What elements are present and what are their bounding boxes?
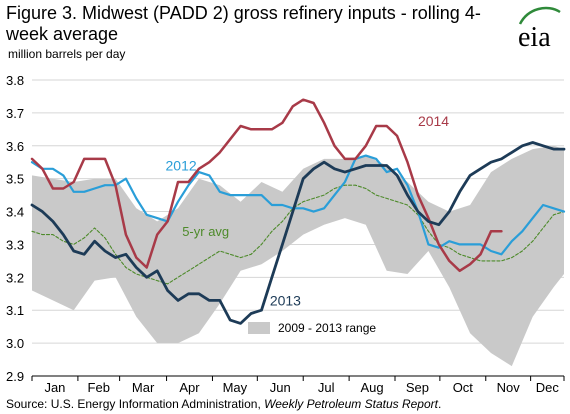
series-label-5yr-avg: 5-yr avg	[182, 224, 229, 239]
y-tick-label: 3.8	[6, 73, 24, 88]
logo-text: eia	[518, 22, 551, 53]
source-note: Source: U.S. Energy Information Administ…	[6, 397, 441, 411]
series-label-2012: 2012	[166, 157, 197, 173]
eia-logo: eia	[518, 6, 561, 53]
x-tick-label: Aug	[360, 380, 383, 395]
legend-swatch-range	[248, 322, 270, 334]
series-labels: 2014 2012 2013 5-yr avg	[166, 113, 450, 308]
x-tick-label: Jun	[270, 380, 291, 395]
range-band	[32, 145, 564, 367]
x-tick-label: Dec	[536, 380, 560, 395]
chart-subtitle: million barrels per day	[8, 47, 126, 61]
logo-arc-icon	[518, 6, 561, 25]
x-tick-label: Feb	[88, 380, 110, 395]
range-area	[32, 145, 564, 367]
legend-label-range: 2009 - 2013 range	[278, 321, 376, 335]
x-tick-label: Jul	[318, 380, 335, 395]
x-tick-label: Jan	[44, 380, 65, 395]
y-tick-label: 3.1	[6, 303, 24, 318]
series-2014-line	[30, 98, 503, 273]
y-tick-label: 3.0	[6, 336, 24, 351]
x-tick-label: May	[223, 380, 248, 395]
y-tick-label: 3.3	[6, 237, 24, 252]
x-tick-label: Nov	[497, 380, 521, 395]
series-2013-line	[30, 141, 566, 325]
y-tick-label: 3.2	[6, 270, 24, 285]
y-tick-label: 3.4	[6, 205, 24, 220]
source-publication: Weekly Petroleum Status Report	[264, 397, 438, 411]
series-2012-line	[30, 154, 566, 256]
x-tick-label: Sep	[406, 380, 429, 395]
y-tick-label: 2.9	[6, 369, 24, 384]
axes: 2.9 3.0 3.1 3.2 3.3 3.4 3.5 3.6 3.7 3.8 Jan Feb Mar A…	[6, 73, 565, 395]
x-tick-label: Oct	[453, 380, 474, 395]
source-prefix: Source: U.S. Energy Information Administ…	[6, 397, 265, 411]
x-tick-label: Apr	[179, 380, 200, 395]
source-suffix: .	[437, 397, 442, 411]
series-lines	[30, 98, 566, 325]
series-label-2013: 2013	[270, 292, 301, 308]
y-tick-label: 3.6	[6, 139, 24, 154]
y-tick-label: 3.7	[6, 106, 24, 121]
page-title: Figure 3. Midwest (PADD 2) gross refiner…	[6, 3, 481, 44]
y-tick-label: 3.5	[6, 172, 24, 187]
series-label-2014: 2014	[418, 113, 449, 129]
legend: 2009 - 2013 range	[248, 321, 376, 335]
x-tick-label: Mar	[132, 380, 155, 395]
